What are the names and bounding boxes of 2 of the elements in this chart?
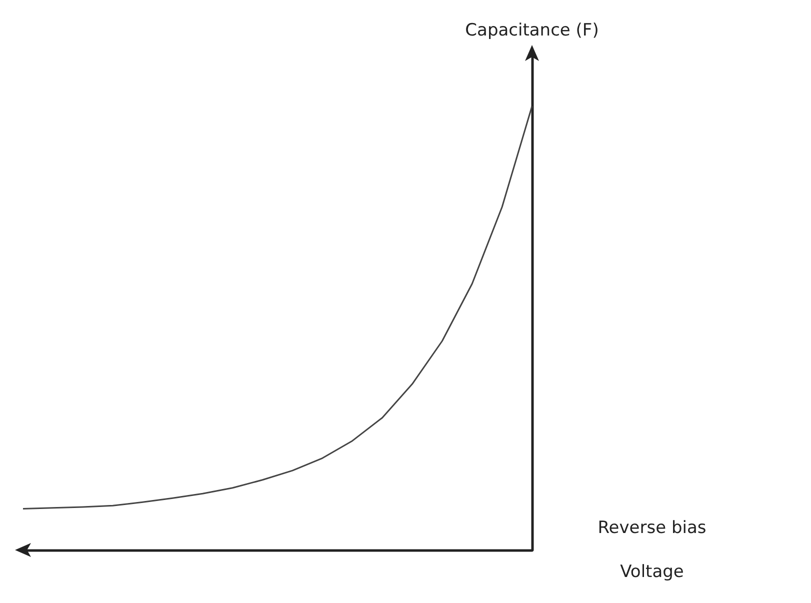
y-axis-title: Capacitance (F): [465, 20, 599, 40]
text: Reverse bias Voltage: [598, 518, 706, 582]
